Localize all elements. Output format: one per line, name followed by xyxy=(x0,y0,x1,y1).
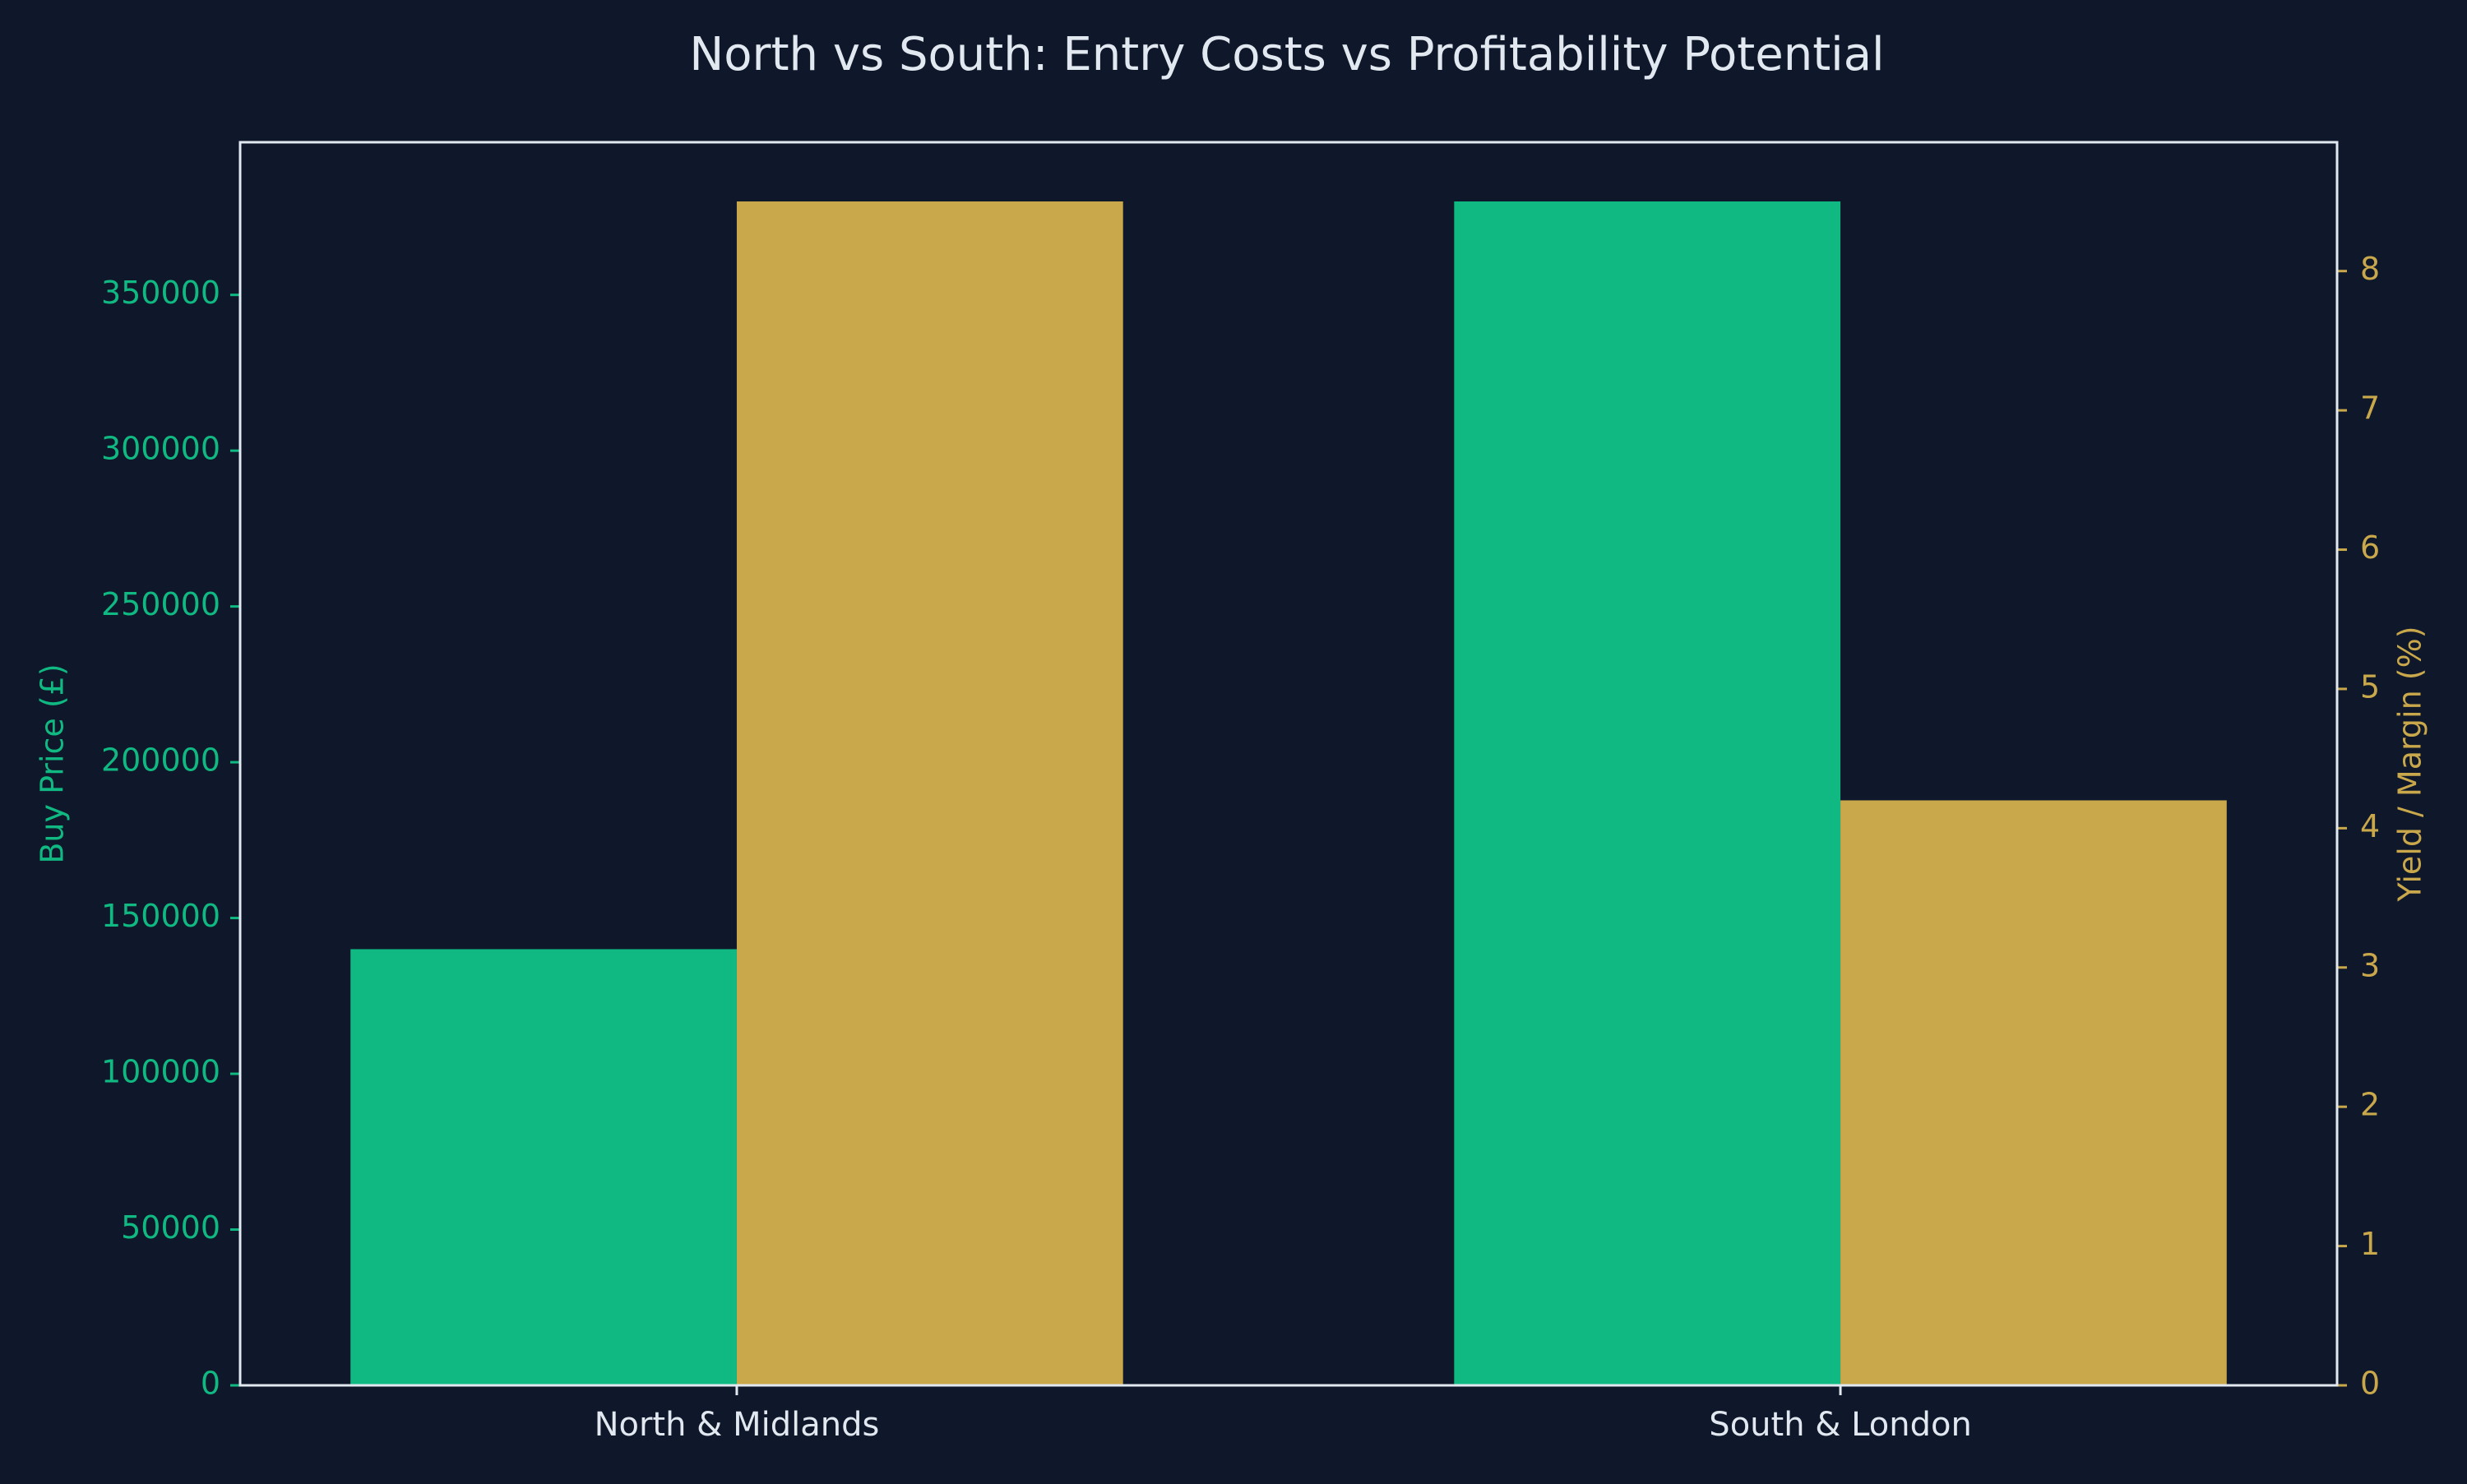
x-axis: North & Midlands South & London xyxy=(595,1385,1972,1444)
left-y-axis: 0 50000 100000 150000 200000 250000 300000 3500… xyxy=(101,275,240,1402)
x-tick-label: North & Midlands xyxy=(595,1406,880,1444)
left-axis-label: Buy Price (£) xyxy=(35,663,71,863)
chart-title: North vs South: Entry Costs vs Profitabi… xyxy=(689,28,1884,81)
left-tick-label: 150000 xyxy=(101,898,220,934)
right-tick-label: 3 xyxy=(2360,947,2380,983)
right-tick-label: 8 xyxy=(2360,251,2380,287)
plot-frame xyxy=(238,141,2339,1387)
right-tick-label: 2 xyxy=(2360,1087,2380,1123)
x-tick-label: South & London xyxy=(1709,1406,1972,1444)
bar-yield-margin-0 xyxy=(736,201,1123,1385)
right-tick-label: 7 xyxy=(2360,391,2380,427)
right-tick-label: 1 xyxy=(2360,1226,2380,1262)
left-tick-label: 250000 xyxy=(101,586,220,622)
right-y-axis: 0 1 2 3 4 5 6 7 8 xyxy=(2337,251,2380,1402)
left-tick-label: 350000 xyxy=(101,275,220,311)
bar-buy-price-1 xyxy=(1454,201,1841,1385)
left-tick-label: 50000 xyxy=(121,1209,220,1246)
bars-layer xyxy=(350,201,2227,1385)
right-tick-label: 5 xyxy=(2360,668,2380,705)
right-tick-label: 0 xyxy=(2360,1366,2380,1402)
left-tick-label: 200000 xyxy=(101,742,220,779)
right-axis-label: Yield / Margin (%) xyxy=(2392,626,2428,902)
left-tick-label: 0 xyxy=(201,1366,220,1402)
bar-buy-price-0 xyxy=(350,949,737,1385)
left-tick-label: 100000 xyxy=(101,1054,220,1090)
right-tick-label: 6 xyxy=(2360,529,2380,566)
bar-yield-margin-1 xyxy=(1840,800,2227,1385)
right-tick-label: 4 xyxy=(2360,808,2380,844)
left-tick-label: 300000 xyxy=(101,431,220,467)
